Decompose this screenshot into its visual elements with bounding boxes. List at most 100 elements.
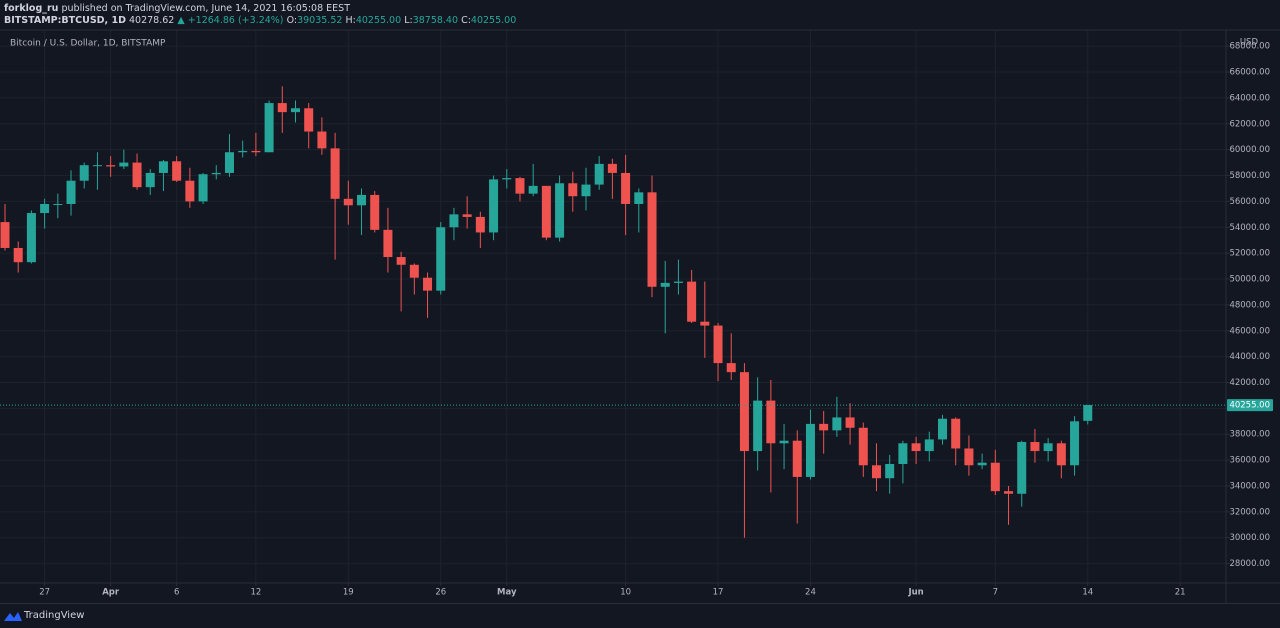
candle-body	[528, 185, 538, 194]
chart-background	[0, 30, 1280, 603]
y-tick-label: 64000.00	[1229, 93, 1270, 103]
candle-body	[172, 161, 182, 181]
candle-body	[132, 162, 142, 188]
x-tick-label: 21	[1175, 588, 1186, 598]
y-tick-label: 32000.00	[1229, 507, 1270, 517]
candle-body	[330, 148, 340, 199]
candle-body	[634, 192, 644, 204]
candle-body	[198, 174, 208, 202]
tv-logo	[4, 612, 22, 621]
y-tick-label: 46000.00	[1229, 326, 1270, 336]
candle-body	[92, 165, 102, 167]
candle-body	[40, 203, 50, 214]
candle-body	[951, 418, 961, 449]
y-tick-label: 66000.00	[1229, 68, 1270, 78]
x-tick-label: 14	[1082, 588, 1093, 598]
ohlc-value: 40255.00	[355, 15, 402, 26]
candle-body	[911, 443, 921, 452]
x-tick-label: Apr	[102, 588, 120, 598]
candle-body	[53, 203, 63, 205]
candle-body	[924, 439, 934, 452]
y-tick-label: 36000.00	[1229, 456, 1270, 466]
candle-body	[119, 162, 129, 167]
candle-body	[607, 163, 617, 173]
publisher: forklog_ru	[4, 3, 59, 14]
x-tick-label: 12	[250, 588, 261, 598]
ohlc-key: L:	[404, 15, 413, 26]
candle-body	[673, 281, 683, 283]
x-tick-label: 7	[993, 588, 998, 598]
candle-body	[396, 257, 406, 265]
candle-body	[1004, 491, 1014, 494]
y-tick-label: 48000.00	[1229, 300, 1270, 310]
candle-body	[1056, 443, 1066, 466]
y-tick-label: 54000.00	[1229, 223, 1270, 233]
candle-body	[502, 178, 512, 180]
candle-body	[568, 183, 578, 197]
candle-body	[766, 400, 776, 444]
candle-body	[343, 198, 353, 206]
x-tick-label: 27	[39, 588, 50, 598]
y-tick-label: 44000.00	[1229, 352, 1270, 362]
candle-body	[792, 440, 802, 477]
candle-body	[370, 194, 380, 230]
change: ▲ +1264.86 (+3.24%)	[177, 15, 284, 26]
candle-body	[964, 448, 974, 466]
candle-body	[726, 363, 736, 373]
publish-info: published on TradingView.com, June 14, 2…	[61, 3, 350, 14]
candle-body	[555, 183, 565, 238]
last-price: 40278.62	[129, 15, 175, 26]
y-tick-label: 58000.00	[1229, 171, 1270, 181]
candle-body	[423, 277, 433, 291]
candle-body	[1043, 443, 1053, 452]
candle-body	[805, 423, 815, 477]
price-label-box	[1227, 399, 1273, 412]
candles	[0, 86, 1226, 538]
candle-body	[541, 185, 551, 238]
ohlc-value: 39035.52	[297, 15, 343, 26]
y-tick-label: 38000.00	[1229, 430, 1270, 440]
candle-body	[660, 282, 670, 287]
candle-body	[238, 150, 248, 153]
y-tick-label: 52000.00	[1229, 249, 1270, 259]
y-tick-label: 42000.00	[1229, 378, 1270, 388]
axes: 28000.00 30000.00 32000.00 34000.00 36000.00…	[39, 42, 1273, 598]
candle-body	[489, 179, 499, 233]
candle-body	[885, 463, 895, 479]
x-tick-label: 17	[713, 588, 724, 598]
candle-body	[515, 178, 525, 194]
candle-body	[1070, 421, 1080, 466]
y-tick-label: 56000.00	[1229, 197, 1270, 207]
candle-body	[251, 150, 261, 153]
candle-body	[13, 247, 23, 263]
candle-body	[700, 321, 710, 326]
candle-body	[158, 161, 168, 173]
candle-body	[1017, 442, 1027, 494]
candle-body	[475, 216, 485, 233]
candle-body	[66, 180, 76, 204]
x-tick-label: 26	[435, 588, 446, 598]
ohlc-key: H:	[345, 15, 356, 26]
x-tick-label: 10	[620, 588, 631, 598]
candle-body	[779, 440, 789, 444]
ohlc-key: C:	[461, 15, 471, 26]
candle-body	[304, 108, 314, 132]
footer-brand: TradingView	[24, 610, 85, 621]
candle-body	[145, 172, 155, 188]
candle-body	[1030, 442, 1040, 452]
candle-body	[0, 222, 10, 248]
y-tick-label: 50000.00	[1229, 275, 1270, 285]
y-tick-label: 34000.00	[1229, 481, 1270, 491]
candle-body	[687, 281, 697, 322]
candle-body	[106, 165, 116, 167]
candle-body	[713, 325, 723, 364]
candle-body	[185, 180, 195, 202]
currency-label: USD	[1240, 38, 1259, 48]
symbol: BITSTAMP:BTCUSD, 1D	[4, 15, 126, 26]
chart: 28000.00 30000.00 32000.00 34000.00 36000.00…	[0, 29, 1280, 603]
candle-body	[594, 163, 604, 185]
ohlc-key: O:	[286, 15, 298, 26]
candle-body	[938, 418, 948, 440]
candle-body	[1083, 405, 1093, 421]
